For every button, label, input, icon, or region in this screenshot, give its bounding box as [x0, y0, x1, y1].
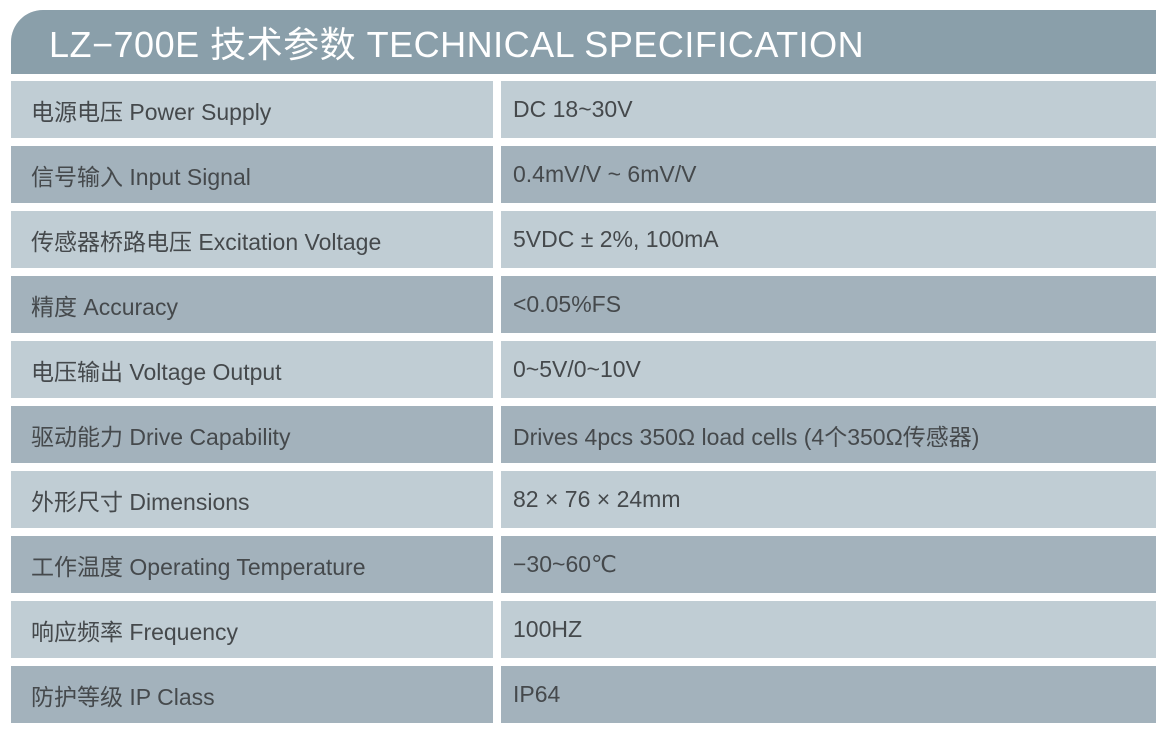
param-label: 传感器桥路电压 Excitation Voltage — [11, 211, 493, 268]
param-value: Drives 4pcs 350Ω load cells (4个350Ω传感器) — [501, 406, 1156, 463]
spec-title: LZ−700E 技术参数 TECHNICAL SPECIFICATION — [49, 24, 865, 65]
param-value: IP64 — [501, 666, 1156, 723]
param-label: 响应频率 Frequency — [11, 601, 493, 658]
table-row-power-supply: 电源电压 Power Supply DC 18~30V — [11, 81, 1156, 138]
param-value: DC 18~30V — [501, 81, 1156, 138]
table-row-accuracy: 精度 Accuracy <0.05%FS — [11, 276, 1156, 333]
param-value: 0.4mV/V ~ 6mV/V — [501, 146, 1156, 203]
param-value: <0.05%FS — [501, 276, 1156, 333]
spec-table: 电源电压 Power Supply DC 18~30V 信号输入 Input S… — [11, 81, 1156, 723]
spec-title-bar: LZ−700E 技术参数 TECHNICAL SPECIFICATION — [11, 10, 1156, 74]
table-row-input-signal: 信号输入 Input Signal 0.4mV/V ~ 6mV/V — [11, 146, 1156, 203]
table-row-drive-capability: 驱动能力 Drive Capability Drives 4pcs 350Ω l… — [11, 406, 1156, 463]
param-label: 工作温度 Operating Temperature — [11, 536, 493, 593]
param-value: 0~5V/0~10V — [501, 341, 1156, 398]
table-row-frequency: 响应频率 Frequency 100HZ — [11, 601, 1156, 658]
param-label: 外形尺寸 Dimensions — [11, 471, 493, 528]
param-value: 82 × 76 × 24mm — [501, 471, 1156, 528]
param-value: −30~60℃ — [501, 536, 1156, 593]
spec-sheet: LZ−700E 技术参数 TECHNICAL SPECIFICATION 电源电… — [11, 10, 1156, 723]
param-value: 100HZ — [501, 601, 1156, 658]
table-row-voltage-output: 电压输出 Voltage Output 0~5V/0~10V — [11, 341, 1156, 398]
param-label: 驱动能力 Drive Capability — [11, 406, 493, 463]
param-label: 电压输出 Voltage Output — [11, 341, 493, 398]
table-row-ip-class: 防护等级 IP Class IP64 — [11, 666, 1156, 723]
param-label: 防护等级 IP Class — [11, 666, 493, 723]
param-label: 电源电压 Power Supply — [11, 81, 493, 138]
table-row-excitation-voltage: 传感器桥路电压 Excitation Voltage 5VDC ± 2%, 10… — [11, 211, 1156, 268]
table-row-operating-temperature: 工作温度 Operating Temperature −30~60℃ — [11, 536, 1156, 593]
param-label: 信号输入 Input Signal — [11, 146, 493, 203]
param-label: 精度 Accuracy — [11, 276, 493, 333]
param-value: 5VDC ± 2%, 100mA — [501, 211, 1156, 268]
table-row-dimensions: 外形尺寸 Dimensions 82 × 76 × 24mm — [11, 471, 1156, 528]
